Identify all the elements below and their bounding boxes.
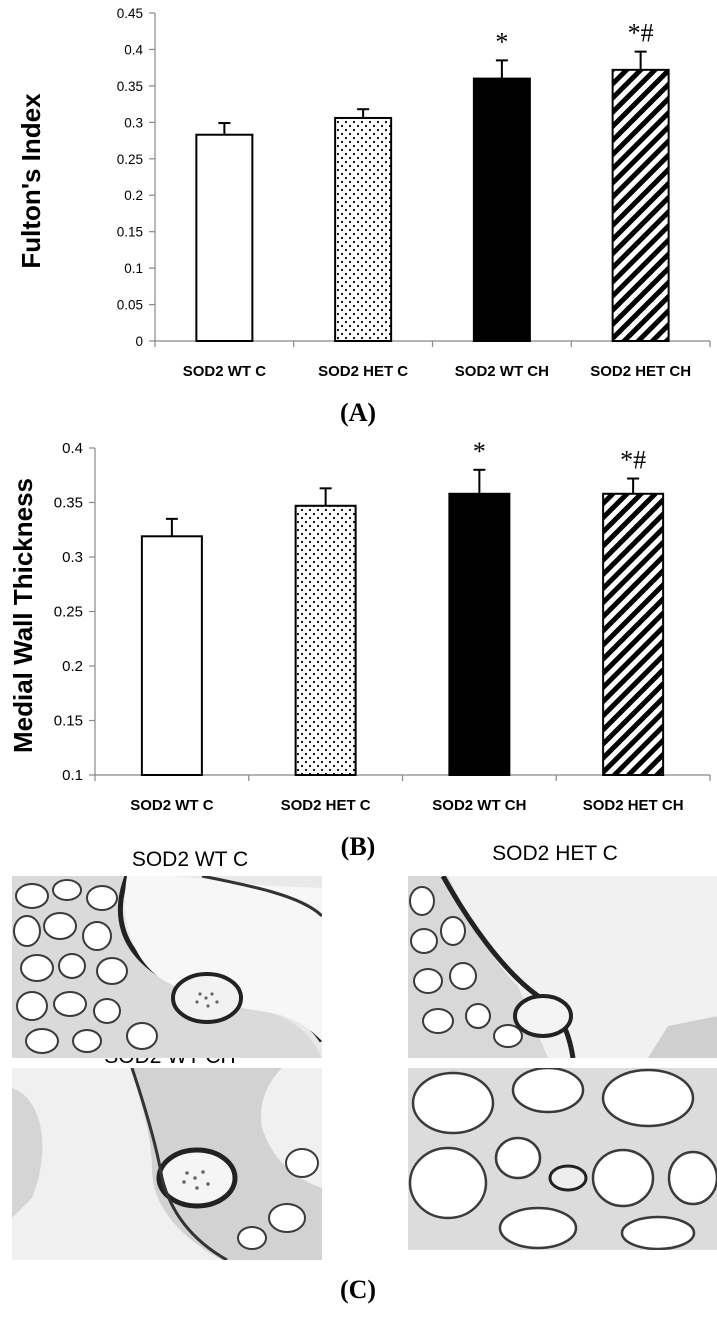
bar-sod2-het-ch [611, 68, 670, 342]
panel-label-a: (A) [339, 398, 377, 427]
y-tick-label: 0.2 [124, 188, 143, 203]
micrograph-wt-c [12, 876, 322, 1058]
panel-label-b: (B) [340, 832, 376, 861]
micrograph-title-wt-c: SOD2 WT C [131, 848, 249, 871]
y-tick-label: 0 [135, 334, 143, 349]
category-label: SOD2 HET C [318, 363, 408, 380]
y-tick-label: 0.1 [62, 767, 83, 784]
category-label: SOD2 HET CH [583, 797, 684, 814]
chart-a: 0 0.05 0.1 0.15 0.2 0.25 0.3 0.35 0.4 0.45 Fulton'… [16, 6, 711, 380]
micrograph-wt-ch [12, 1068, 322, 1260]
y-tick-label: 0.4 [124, 42, 143, 57]
significance-annotation: * [473, 437, 486, 466]
bar-sod2-het-c [294, 504, 357, 776]
bar-sod2-wt-ch [448, 492, 511, 776]
y-tick-label: 0.4 [62, 440, 83, 457]
y-tick-label: 0.15 [54, 713, 83, 730]
y-tick-label: 0.15 [117, 225, 143, 240]
y-tick-label: 0.1 [124, 261, 143, 276]
y-tick-label: 0.25 [54, 604, 83, 621]
panel-label-c: (C) [339, 1275, 377, 1304]
y-tick-label: 0.05 [117, 298, 143, 313]
bar-sod2-wt-c [140, 535, 203, 776]
bar-sod2-wt-ch [472, 77, 531, 342]
micrograph-het-c [408, 876, 717, 1058]
micrograph-het-ch [408, 1068, 717, 1250]
category-label: SOD2 WT C [130, 797, 214, 814]
y-tick-label: 0.45 [117, 6, 143, 21]
y-tick-label: 0.3 [124, 115, 143, 130]
y-tick-label: 0.2 [62, 658, 83, 675]
bar-sod2-het-c [334, 116, 393, 342]
y-axis-title: Medial Wall Thickness [8, 478, 38, 753]
category-label: SOD2 WT CH [455, 363, 549, 380]
significance-annotation: * [495, 27, 508, 56]
y-tick-label: 0.3 [62, 549, 83, 566]
y-tick-label: 0.25 [117, 152, 143, 167]
y-axis-title: Fulton's Index [16, 93, 46, 269]
bar-sod2-wt-c [195, 133, 254, 342]
category-label: SOD2 WT CH [432, 797, 526, 814]
category-label: SOD2 HET CH [590, 363, 691, 380]
significance-annotation: *# [628, 19, 654, 48]
significance-annotation: *# [620, 446, 646, 475]
micrograph-title-het-c: SOD2 HET C [492, 842, 618, 865]
y-tick-label: 0.35 [117, 79, 143, 94]
category-label: SOD2 WT C [183, 363, 267, 380]
chart-b: 0.1 0.15 0.2 0.25 0.3 0.35 0.4 Medial Wall Thic… [8, 437, 711, 814]
y-tick-label: 0.35 [54, 495, 83, 512]
bar-sod2-het-ch [602, 492, 665, 776]
category-label: SOD2 HET C [281, 797, 371, 814]
